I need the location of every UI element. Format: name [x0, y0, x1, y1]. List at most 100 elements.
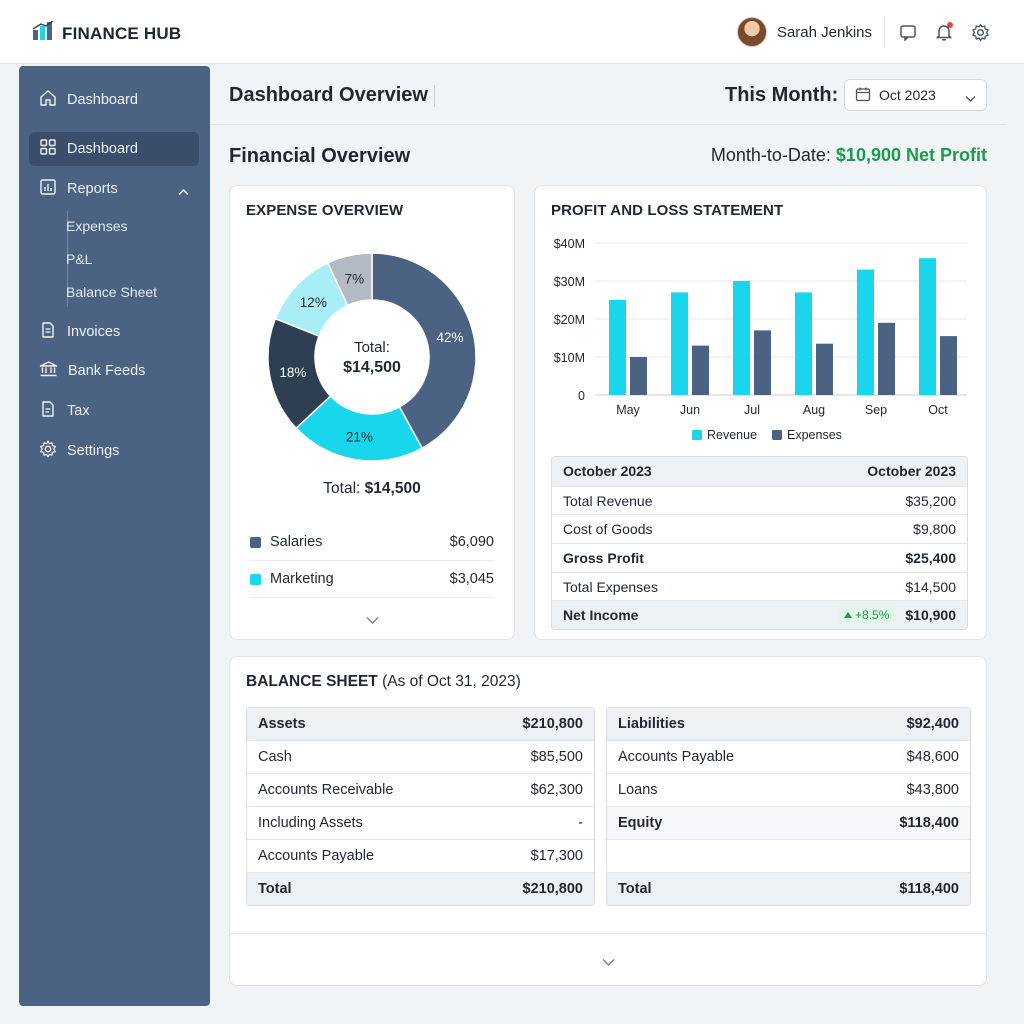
- assets-table: Assets $210,800 Cash $85,500 Accounts Rece…: [246, 707, 595, 906]
- row-value: $118,400: [899, 881, 959, 897]
- donut-center: Total: $14,500: [330, 338, 414, 378]
- sidebar-item-label: Bank Feeds: [68, 363, 146, 379]
- month-label: This Month:: [725, 84, 839, 106]
- card-title: EXPENSE OVERVIEW: [246, 202, 404, 219]
- y-tick-label: $40M: [554, 237, 585, 251]
- legend-swatch: [250, 573, 261, 585]
- chevron-down-icon[interactable]: [366, 612, 379, 630]
- expense-total: Total: $14,500: [230, 480, 514, 498]
- brand[interactable]: FINANCE HUB: [32, 20, 181, 46]
- row-label: Accounts Receivable: [258, 782, 394, 798]
- bell-icon[interactable]: [932, 20, 956, 44]
- table-row: Accounts Receivable $62,300: [247, 773, 594, 806]
- sidebar-item-dashboard[interactable]: Dashboard: [29, 83, 199, 117]
- divider: [434, 85, 435, 107]
- card-title: BALANCE SHEET (As of Oct 31, 2023): [246, 673, 521, 691]
- sidebar-subitem-balance-sheet[interactable]: Balance Sheet: [66, 284, 158, 300]
- row-label: Gross Profit: [563, 549, 644, 566]
- donut-slice[interactable]: [326, 252, 373, 307]
- pl-bar-chart: 0 $10M $20M $30M $40M May Jun Jul Aug Sep Oct Reven…: [554, 237, 967, 442]
- expenses-bar[interactable]: [630, 357, 647, 395]
- legend-item[interactable]: Salaries $6,090: [250, 524, 494, 560]
- donut-center-value: $14,500: [343, 359, 401, 376]
- legend-item[interactable]: Marketing $3,045: [250, 561, 494, 597]
- top-bar: FINANCE HUB Sarah Jenkins: [0, 0, 1024, 64]
- gear-icon[interactable]: [968, 20, 992, 44]
- revenue-bar[interactable]: [857, 269, 874, 395]
- user-menu[interactable]: Sarah Jenkins: [736, 17, 872, 47]
- pl-card: PROFIT AND LOSS STATEMENT 0 $10M $20M $30M $…: [534, 185, 987, 640]
- avatar[interactable]: [736, 17, 767, 47]
- x-tick-label: Oct: [928, 403, 948, 417]
- x-tick-label: Sep: [865, 403, 887, 417]
- sidebar: Dashboard Dashboard Reports Expenses P&L…: [19, 66, 210, 1006]
- table-row: October 2023 October 2023: [552, 457, 967, 486]
- revenue-bar[interactable]: [919, 258, 936, 395]
- row-label: Assets: [258, 716, 306, 732]
- chevron-down-icon[interactable]: [602, 954, 615, 972]
- message-icon[interactable]: [896, 20, 920, 44]
- bar-chart-icon: [39, 178, 57, 200]
- expenses-bar[interactable]: [754, 330, 771, 395]
- table-row: Accounts Payable $48,600: [607, 740, 970, 773]
- month-value: Oct 2023: [879, 87, 936, 103]
- sidebar-item-invoices[interactable]: Invoices: [29, 315, 199, 349]
- y-tick-label: $10M: [554, 351, 585, 365]
- liabilities-table: Liabilities $92,400 Accounts Payable $48,6…: [606, 707, 971, 906]
- table-row: Equity $118,400: [607, 806, 970, 839]
- divider: [250, 597, 494, 598]
- sidebar-item-tax[interactable]: Tax: [29, 394, 199, 428]
- sidebar-item-settings[interactable]: Settings: [29, 434, 199, 468]
- row-value: $62,300: [530, 782, 583, 798]
- row-value: $17,300: [530, 848, 583, 864]
- donut-slice[interactable]: [295, 394, 424, 462]
- revenue-bar[interactable]: [795, 292, 812, 395]
- row-label: Accounts Payable: [258, 848, 375, 864]
- row-value: $92,400: [906, 716, 959, 732]
- sidebar-item-reports[interactable]: Reports: [29, 172, 199, 206]
- row-value: $9,800: [913, 521, 956, 538]
- calendar-icon: [855, 86, 871, 105]
- donut-center-label: Total:: [354, 339, 390, 356]
- x-tick-label: Aug: [803, 403, 825, 417]
- donut-slice[interactable]: [371, 252, 477, 450]
- table-row: [607, 839, 970, 872]
- row-value: $25,400: [905, 549, 956, 566]
- legend-name: Salaries: [270, 534, 323, 550]
- row-value: October 2023: [867, 463, 956, 480]
- grid-icon: [39, 138, 57, 160]
- notification-dot: [947, 22, 953, 28]
- revenue-bar[interactable]: [609, 300, 626, 395]
- row-label: Including Assets: [258, 815, 363, 831]
- expense-overview-card: EXPENSE OVERVIEW 42% 21% 18% 12% 7% Total: $…: [229, 185, 515, 640]
- donut-slice-label: 12%: [300, 295, 327, 310]
- sidebar-subitem-pl[interactable]: P&L: [66, 251, 93, 267]
- mtd-value: $10,900 Net Profit: [835, 145, 987, 165]
- change-badge: +8.5%: [838, 606, 896, 625]
- sidebar-item-bank-feeds[interactable]: Bank Feeds: [29, 354, 199, 388]
- chevron-down-icon: [965, 90, 976, 106]
- document-icon: [39, 321, 57, 343]
- sidebar-item-label: Settings: [67, 443, 120, 459]
- bank-icon: [39, 360, 58, 382]
- sidebar-item-label: Invoices: [67, 324, 121, 340]
- revenue-bar[interactable]: [733, 281, 750, 395]
- row-label: Accounts Payable: [618, 749, 735, 765]
- donut-slice-label: 42%: [436, 330, 463, 345]
- expenses-bar[interactable]: [878, 322, 895, 395]
- chevron-up-icon[interactable]: [178, 184, 189, 200]
- row-value: $43,800: [906, 782, 959, 798]
- header-divider: [210, 124, 1006, 125]
- expenses-bar[interactable]: [692, 345, 709, 395]
- legend-amount: $6,090: [449, 534, 494, 550]
- sidebar-item-dashboard-active[interactable]: Dashboard: [29, 132, 199, 166]
- month-select[interactable]: Oct 2023: [844, 79, 987, 111]
- revenue-bar[interactable]: [671, 292, 688, 395]
- expenses-bar[interactable]: [816, 343, 833, 395]
- sidebar-subitem-expenses[interactable]: Expenses: [66, 218, 128, 234]
- x-tick-label: May: [616, 403, 640, 417]
- gear-icon: [39, 440, 57, 462]
- expenses-bar[interactable]: [940, 336, 957, 395]
- table-row: Including Assets -: [247, 806, 594, 839]
- row-value: -: [578, 815, 583, 831]
